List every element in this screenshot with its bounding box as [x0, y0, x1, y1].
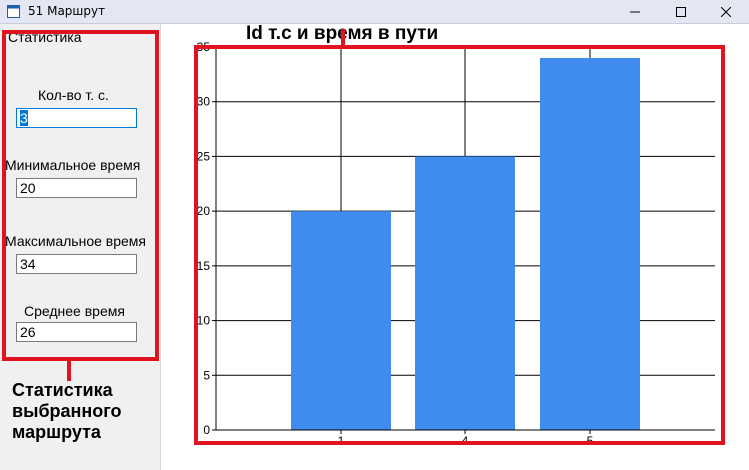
bar-1 — [291, 211, 391, 430]
stats-callout-line — [67, 360, 71, 381]
minimize-button[interactable] — [612, 0, 658, 23]
y-tick-label: 20 — [197, 204, 211, 218]
panel-divider — [160, 24, 161, 470]
stats-highlight-frame — [2, 30, 159, 361]
min-time-field[interactable]: 20 — [16, 178, 137, 198]
statistics-panel — [0, 24, 160, 470]
maximize-button[interactable] — [658, 0, 704, 23]
avg-time-label: Среднее время — [24, 303, 125, 319]
bar-4 — [415, 156, 515, 430]
chart-highlight-frame — [194, 45, 725, 445]
y-tick-label: 5 — [203, 368, 210, 382]
close-button[interactable] — [703, 0, 749, 23]
max-time-field[interactable]: 34 — [16, 254, 137, 274]
title-bar: 51 Маршрут — [0, 0, 749, 24]
maximize-icon — [676, 6, 686, 17]
max-time-label: Максимальное время — [5, 233, 146, 249]
y-tick-label: 30 — [197, 95, 211, 109]
close-icon — [721, 6, 731, 17]
min-time-label: Минимальное время — [5, 157, 141, 173]
y-tick-label: 0 — [203, 423, 210, 437]
vehicle-count-label: Кол-во т. с. — [38, 87, 109, 103]
stats-callout-label: Статистика выбранного маршрута — [12, 380, 152, 443]
callout-line-3: маршрута — [12, 422, 101, 442]
callout-line-2: выбранного — [12, 401, 122, 421]
y-tick-label: 10 — [197, 314, 211, 328]
chart-callout-line — [341, 29, 345, 46]
minimize-icon — [630, 11, 640, 12]
vehicle-count-field[interactable]: 3 — [16, 108, 137, 128]
window-title: 51 Маршрут — [28, 4, 106, 18]
y-tick-label: 25 — [197, 149, 211, 163]
avg-time-field[interactable]: 26 — [16, 322, 137, 342]
callout-line-1: Статистика — [12, 380, 113, 400]
app-window-icon — [7, 5, 20, 18]
y-tick-label: 15 — [197, 259, 211, 273]
bar-5 — [540, 57, 640, 430]
